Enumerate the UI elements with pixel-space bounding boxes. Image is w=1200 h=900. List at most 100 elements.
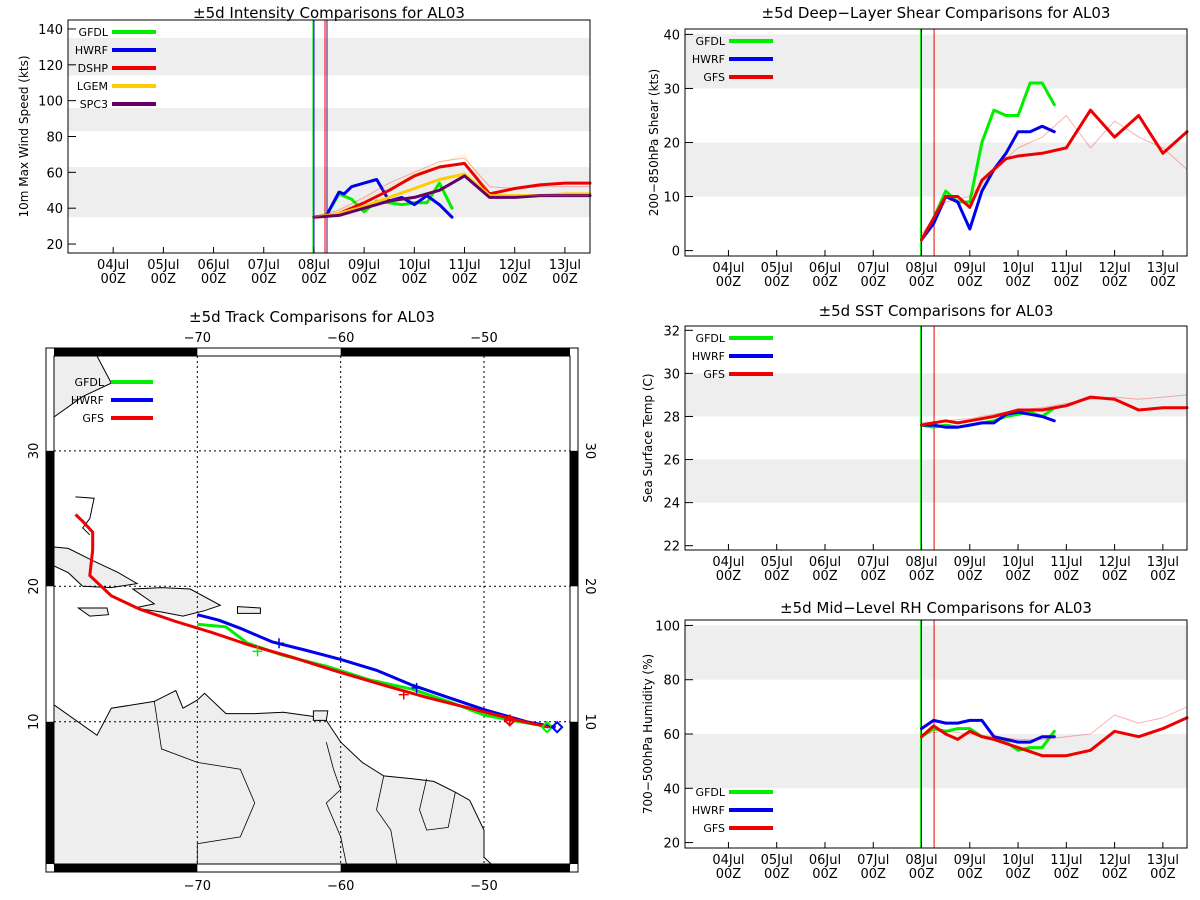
legend-label: GFDL [696,786,726,799]
land-jamaica [76,607,110,617]
x-tick-label-hour: 00Z [812,867,838,882]
x-tick-label-date: 07Jul [857,261,889,276]
y-tick-label: 80 [46,131,63,146]
land-puerto-rico [237,606,261,614]
y-axis-label: Sea Surface Temp (C) [641,373,655,502]
map-border-bar-right [570,450,578,587]
band [68,107,590,132]
x-tick-label-hour: 00Z [301,272,327,287]
x-tick-label-hour: 00Z [716,569,742,584]
x-tick-label-date: 09Jul [348,258,380,273]
x-tick-label-date: 11Jul [448,258,480,273]
x-tick-label-hour: 00Z [909,275,935,290]
track-marker-gfs [504,715,515,726]
x-tick-label-hour: 00Z [957,275,983,290]
legend-label: SPC3 [80,98,108,111]
x-tick-label-hour: 00Z [1102,569,1128,584]
track-marker-hwrf [411,682,422,693]
x-tick-label-date: 05Jul [761,555,793,570]
x-tick-label-date: 08Jul [298,258,330,273]
land-hispaniola [131,587,222,617]
x-tick-label-date: 07Jul [857,555,889,570]
x-tick-label-date: 10Jul [398,258,430,273]
legend-label: LGEM [77,80,108,93]
lon-label-bottom: −60 [327,879,354,894]
series-line-hwrf [920,410,1056,429]
x-tick-label-hour: 00Z [716,275,742,290]
band [685,459,1187,503]
x-tick-label-hour: 00Z [351,272,377,287]
y-tick-label: 24 [663,497,680,512]
legend-label: GFDL [75,376,105,389]
legend-label: GFS [82,412,104,425]
y-tick-label: 10 [663,191,680,206]
track-marker-gfdl [252,646,263,657]
series-line-dshp-previous [313,157,591,218]
y-axis-label: 10m Max Wind Speed (kts) [17,55,31,217]
chart-title: ±5d Deep−Layer Shear Comparisons for AL0… [762,4,1111,22]
x-tick-label-hour: 00Z [764,569,790,584]
x-tick-label-date: 06Jul [809,555,841,570]
x-tick-label-date: 07Jul [248,258,280,273]
lat-label-left: 10 [27,713,42,730]
x-tick-label-hour: 00Z [957,867,983,882]
x-tick-label-date: 05Jul [761,853,793,868]
series-line-hwrf [312,178,454,219]
series-line-spc3 [312,174,592,219]
track-marker-hwrf [274,638,285,649]
x-tick-label-date: 09Jul [954,261,986,276]
map-frame [53,355,571,865]
band [685,373,1187,417]
x-tick-label-hour: 00Z [812,569,838,584]
legend-label: GFS [703,71,725,84]
map-border-bar-left [46,721,54,864]
x-tick-label-date: 12Jul [1098,853,1130,868]
map-border-bar-bottom [484,864,570,872]
x-tick-label-hour: 00Z [1150,569,1176,584]
border-guyana-suriname [376,775,398,864]
x-tick-label-hour: 00Z [812,275,838,290]
y-tick-label: 120 [38,59,63,74]
x-tick-label-hour: 00Z [151,272,177,287]
map-border-bar-top [54,348,198,356]
lon-label-top: −70 [184,331,211,346]
x-tick-label-date: 08Jul [905,853,937,868]
x-tick-label-hour: 00Z [861,275,887,290]
x-tick-label-date: 11Jul [1050,261,1082,276]
start-marker-hwrf [550,720,564,734]
band [685,142,1187,197]
x-tick-label-date: 10Jul [1002,555,1034,570]
y-tick-label: 0 [672,245,680,260]
y-tick-label: 32 [663,324,680,339]
y-tick-label: 40 [663,782,680,797]
x-tick-label-hour: 00Z [861,569,887,584]
map-outer-frame [45,347,579,873]
track-marker-gfs [398,689,409,700]
x-tick-label-hour: 00Z [764,275,790,290]
x-tick-label-date: 10Jul [1002,261,1034,276]
lat-label-right: 30 [582,443,597,460]
border-venezuela-colombia [153,701,256,864]
x-tick-label-date: 13Jul [1147,261,1179,276]
x-tick-label-hour: 00Z [716,867,742,882]
sst-chart-panel: 22242628303204Jul00Z05Jul00Z06Jul00Z07Ju… [641,302,1189,584]
series-line-gfs-previous [921,394,1188,424]
x-tick-label-hour: 00Z [909,569,935,584]
series-line-gfs [920,108,1189,242]
y-tick-label: 28 [663,410,680,425]
series-line-gfs-previous [921,706,1188,740]
x-tick-label-hour: 00Z [100,272,126,287]
y-tick-label: 22 [663,540,680,555]
chart-title: ±5d Mid−Level RH Comparisons for AL03 [780,599,1092,617]
y-tick-label: 40 [663,28,680,43]
x-tick-label-hour: 00Z [1054,569,1080,584]
y-tick-label: 30 [663,367,680,382]
border-french-guiana [419,778,456,831]
map-border-bar-bottom [340,864,484,872]
legend-label: HWRF [71,394,104,407]
y-tick-label: 40 [46,202,63,217]
x-tick-label-hour: 00Z [1005,867,1031,882]
track-line-gfs [74,513,549,729]
y-tick-label: 30 [663,82,680,97]
x-tick-label-date: 08Jul [905,555,937,570]
